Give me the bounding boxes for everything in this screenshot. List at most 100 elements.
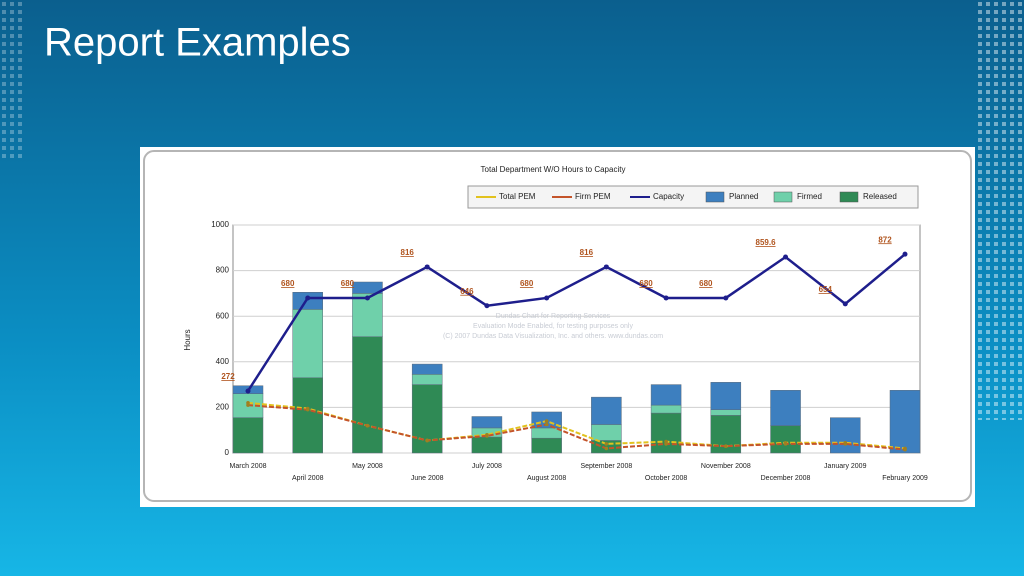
line (246, 253, 906, 392)
data-label: 680 (520, 279, 534, 288)
data-label: 654 (819, 285, 833, 294)
decoration (975, 0, 1024, 420)
legend-swatch (773, 191, 793, 203)
bar-segment (770, 390, 801, 426)
data-label: 872 (878, 235, 892, 244)
point (604, 446, 609, 451)
bar-segment (411, 384, 443, 454)
point (783, 442, 788, 446)
bar-segment (292, 377, 323, 454)
data-label: 646 (460, 287, 474, 296)
bar-segment (471, 436, 503, 454)
point (903, 447, 907, 452)
data-label: 816 (401, 248, 415, 257)
slide-title: Report Examples (44, 21, 351, 65)
bar-segment (531, 437, 562, 454)
y-tick-label: 400 (216, 357, 230, 366)
y-tick-label: 1000 (211, 220, 229, 229)
point (723, 295, 729, 301)
x-tick-label: September 2008 (580, 463, 632, 470)
point (246, 403, 250, 407)
x-tick-label: April 2008 (292, 475, 324, 482)
point (663, 295, 669, 301)
x-tick-label: October 2008 (645, 475, 688, 482)
line (247, 401, 906, 450)
y-tick-label: 200 (216, 403, 230, 412)
point (485, 434, 489, 438)
point (783, 254, 789, 260)
data-label: 680 (281, 279, 295, 288)
plot-area (232, 224, 921, 454)
point (603, 264, 609, 270)
data-label: 816 (580, 248, 594, 257)
legend-swatch (705, 191, 725, 203)
point (902, 251, 908, 257)
point (424, 264, 430, 270)
x-tick-label: May 2008 (352, 463, 383, 470)
legend-label: Firmed (797, 192, 822, 201)
bar-segment (591, 396, 622, 425)
data-label: 680 (341, 279, 355, 288)
bar-segment (591, 424, 622, 441)
legend (467, 185, 919, 209)
point (604, 442, 609, 446)
x-tick-label: July 2008 (472, 463, 502, 470)
bar-segment (650, 384, 682, 406)
point (305, 407, 310, 412)
decoration (0, 0, 26, 160)
data-label: 680 (699, 279, 713, 288)
point (544, 419, 549, 423)
chart-title: Total Department W/O Hours to Capacity (481, 165, 626, 174)
point (364, 295, 370, 301)
data-label: 272 (221, 372, 235, 381)
bar-segment (770, 425, 801, 454)
point (842, 301, 848, 307)
x-tick-label: February 2009 (882, 475, 928, 482)
watermark: Dundas Chart for Reporting Services (496, 313, 611, 320)
x-tick-label: November 2008 (701, 463, 751, 470)
x-tick-label: August 2008 (527, 475, 566, 482)
data-label: 859.6 (756, 238, 777, 247)
point (484, 303, 490, 309)
point (425, 438, 429, 443)
x-tick-label: March 2008 (230, 463, 267, 470)
bar-segment (292, 309, 323, 379)
bar-segment (352, 281, 383, 294)
point (305, 295, 311, 301)
bar-segment (650, 412, 682, 454)
x-tick-label: January 2009 (824, 463, 867, 470)
legend-label: Capacity (653, 192, 684, 201)
data-label: 680 (639, 279, 653, 288)
legend-label: Planned (729, 192, 758, 201)
bar-segment (471, 416, 503, 429)
y-tick-label: 0 (225, 448, 230, 457)
bar-segment (232, 417, 264, 454)
legend-label: Total PEM (499, 192, 536, 201)
bar-segment (830, 417, 861, 454)
bar-segment (352, 336, 383, 454)
y-tick-label: 600 (216, 311, 230, 320)
legend-label: Firm PEM (575, 192, 611, 201)
bar-segment (650, 404, 682, 414)
bar-segment (411, 363, 443, 375)
point (365, 423, 370, 428)
point (664, 442, 668, 446)
point (544, 295, 550, 301)
bar-segment (352, 293, 383, 337)
bar-segment (292, 292, 323, 310)
watermark: Evaluation Mode Enabled, for testing pur… (473, 323, 633, 330)
line (247, 404, 906, 451)
y-axis-label: Hours (183, 329, 192, 350)
bar-segment (889, 390, 921, 454)
bar-segment (710, 382, 742, 410)
point (245, 388, 251, 394)
bar-segment (411, 374, 443, 385)
x-tick-label: December 2008 (761, 475, 811, 482)
point (843, 442, 848, 446)
legend-swatch (839, 191, 859, 203)
bar-segment (710, 409, 742, 416)
watermark: (C) 2007 Dundas Data Visualization, Inc.… (443, 333, 663, 340)
point (544, 422, 549, 427)
legend-label: Released (863, 192, 897, 201)
